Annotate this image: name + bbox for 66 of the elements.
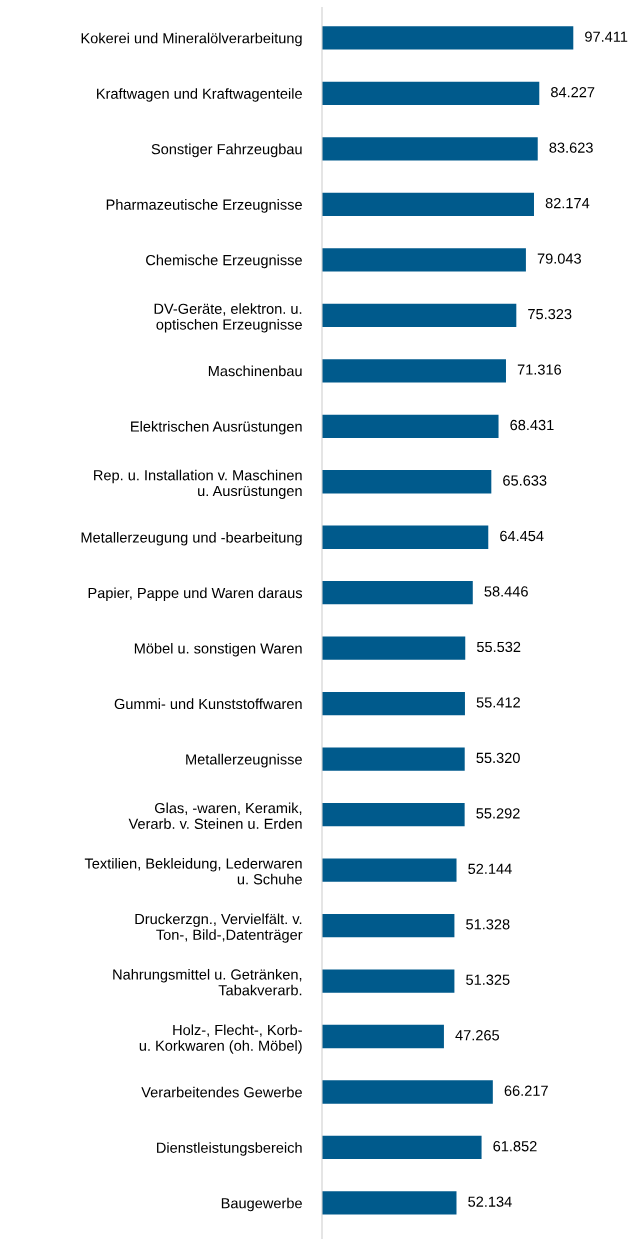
data-label: 61.852 — [493, 1141, 537, 1152]
bar — [322, 692, 465, 716]
bar — [322, 636, 466, 660]
y-tick-label: Pharmazeutische Erzeugnisse — [106, 199, 302, 213]
bar — [322, 26, 574, 50]
data-label: 47.265 — [455, 1030, 500, 1041]
bar — [322, 414, 499, 438]
y-tick-label: DV-Geräte, elektron. u. optischen Erzeugnisse — [154, 303, 302, 333]
data-label: 75.323 — [528, 308, 572, 320]
y-tick-label: Kokerei und Mineralölverarbeitung — [81, 32, 302, 47]
y-tick-label: Glas, -waren, Keramik, Verarb. v. Steinen u. Erden — [128, 802, 302, 829]
y-tick-label: Sonstiger Fahrzeugbau — [151, 143, 302, 158]
data-label: 58.446 — [484, 586, 528, 597]
bar — [322, 1024, 444, 1049]
bar — [322, 192, 534, 217]
bar — [322, 248, 526, 272]
bar — [322, 359, 506, 383]
data-label: 83.623 — [549, 142, 593, 153]
bar — [322, 969, 455, 993]
y-tick-label: Metallerzeugnisse — [186, 753, 302, 768]
y-tick-label: Papier, Pappe und Waren daraus — [88, 587, 303, 602]
y-tick-label: Maschinenbau — [208, 365, 302, 377]
bar — [322, 581, 473, 605]
data-label: 51.328 — [466, 919, 510, 930]
y-tick-label: Metallerzeugung und -bearbeitung — [81, 531, 302, 546]
data-label: 68.431 — [510, 419, 554, 431]
bar — [322, 470, 492, 494]
bar — [322, 525, 489, 549]
y-tick-label: Kraftwagen und Kraftwagenteile — [97, 88, 302, 102]
data-label: 55.320 — [476, 752, 520, 764]
data-label: 55.412 — [476, 697, 520, 708]
y-tick-label: Dienstleistungsbereich — [157, 1142, 302, 1156]
y-tick-label: Verarbeitendes Gewerbe — [141, 1086, 302, 1098]
bar — [322, 1135, 482, 1160]
bar — [322, 137, 538, 161]
data-label: 55.292 — [476, 808, 520, 819]
data-label: 66.217 — [504, 1085, 548, 1096]
y-tick-label: Rep. u. Installation v. Maschinen u. Ausrüstungen — [94, 469, 302, 499]
bar — [322, 858, 457, 882]
data-label: 51.325 — [466, 974, 510, 985]
bar — [322, 303, 517, 327]
y-tick-label: Holz-, Flecht-, Korb- u. Korkwaren (oh. Möbel) — [139, 1024, 302, 1054]
data-label: 84.227 — [551, 87, 595, 98]
bar — [322, 802, 465, 827]
bar — [322, 81, 540, 106]
data-label: 71.316 — [517, 364, 562, 375]
bar — [322, 1080, 493, 1104]
data-label: 82.174 — [545, 197, 590, 209]
data-label: 79.043 — [537, 253, 581, 264]
bar — [322, 747, 465, 771]
y-tick-label: Chemische Erzeugnisse — [146, 254, 302, 269]
data-label: 52.134 — [468, 1196, 512, 1207]
data-label: 55.532 — [476, 641, 521, 653]
data-label: 65.633 — [503, 475, 547, 486]
y-tick-label: Elektrischen Ausrüstungen — [131, 420, 302, 435]
y-tick-label: Baugewerbe — [221, 1197, 302, 1212]
data-label: 52.144 — [468, 863, 512, 874]
y-tick-label: Druckerzgn., Vervielfält. v. Ton-, Bild-,Datenträger — [135, 913, 303, 943]
bar — [322, 1191, 457, 1215]
data-label: 97.411 — [585, 31, 628, 42]
y-tick-label: Textilien, Bekleidung, Lederwaren u. Schuhe — [84, 858, 302, 885]
data-label: 64.454 — [500, 530, 544, 542]
y-tick-label: Nahrungsmittel u. Getränken, Tabakverarb. — [113, 968, 302, 996]
bar — [322, 913, 455, 938]
y-tick-label: Möbel u. sonstigen Waren — [134, 642, 302, 657]
y-tick-label: Gummi- und Kunststoffwaren — [114, 698, 302, 710]
